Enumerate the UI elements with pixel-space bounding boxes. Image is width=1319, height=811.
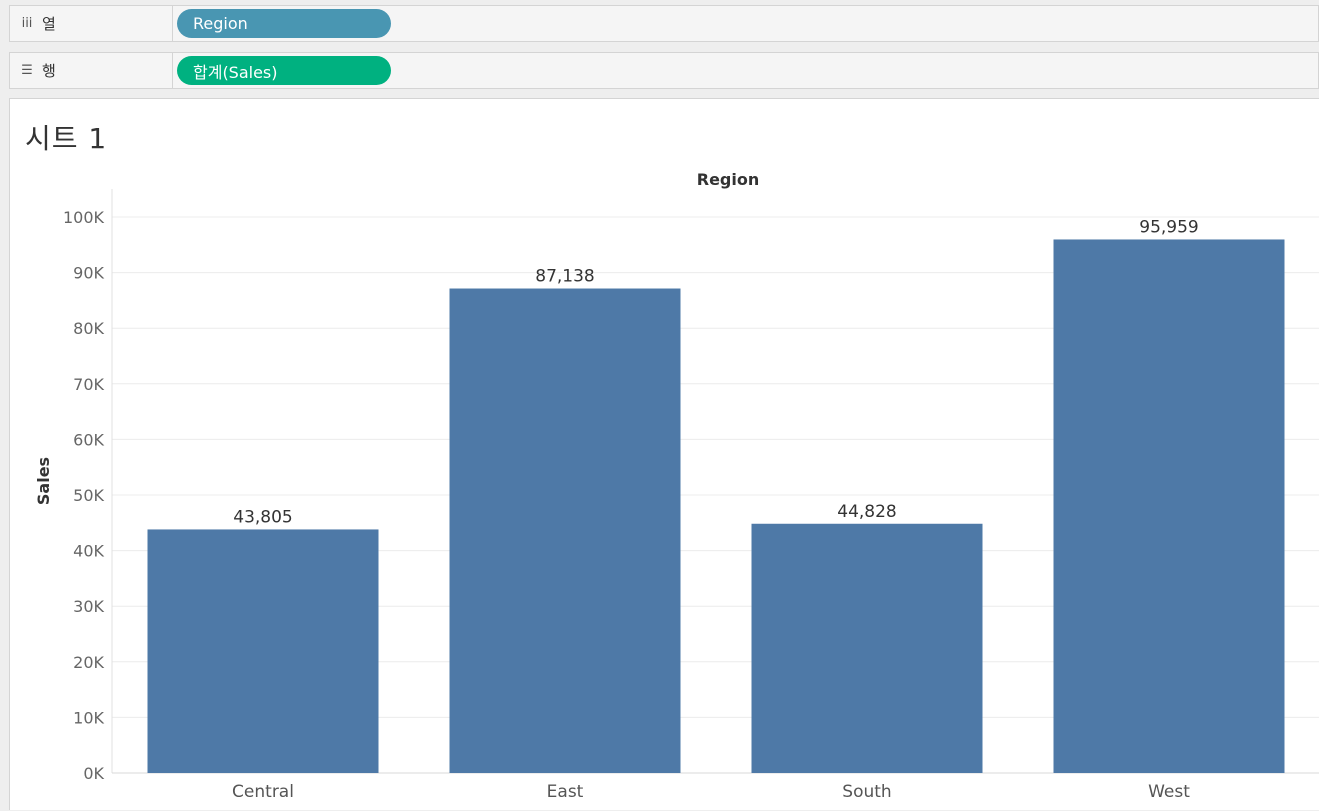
data-label: 44,828 [837, 502, 896, 522]
category-label: South [842, 782, 891, 802]
y-tick-label: 80K [73, 319, 104, 338]
y-tick-label: 60K [73, 430, 104, 449]
bar-south[interactable] [751, 523, 983, 773]
rows-shelf[interactable]: ☰ 행 합계(Sales) [9, 52, 1319, 89]
y-tick-label: 90K [73, 264, 104, 283]
rows-shelf-label: 행 [42, 62, 56, 80]
y-tick-label: 40K [73, 542, 104, 561]
sheet-view: 시트 1 Region 0K 10K 20K 30K 40K 50K 60K 70K 80K 90K… [9, 98, 1319, 810]
bar-chart: Region 0K 10K 20K 30K 40K 50K 60K 70K 80K 90K 100K S… [34, 170, 1319, 802]
y-tick-label: 30K [73, 597, 104, 616]
category-label: West [1148, 782, 1190, 802]
data-label: 43,805 [233, 507, 292, 527]
rows-shelf-label-area: ☰ 행 [10, 53, 173, 88]
y-tick-label: 70K [73, 375, 104, 394]
sheet-title[interactable]: 시트 1 [25, 122, 108, 155]
y-tick-label: 0K [83, 764, 104, 783]
bar-west[interactable] [1053, 239, 1285, 773]
y-tick-label: 100K [63, 208, 105, 227]
columns-shelf[interactable]: iii 열 Region [9, 5, 1319, 42]
region-pill[interactable]: Region [177, 9, 391, 38]
columns-shelf-label-area: iii 열 [10, 6, 173, 41]
y-tick-label: 50K [73, 486, 104, 505]
sum-sales-pill[interactable]: 합계(Sales) [177, 56, 391, 85]
category-label: East [547, 782, 584, 802]
data-label: 87,138 [535, 267, 594, 287]
bar-central[interactable] [147, 529, 379, 773]
columns-shelf-label: 열 [42, 15, 56, 33]
data-label: 95,959 [1139, 217, 1198, 237]
y-tick-label: 20K [73, 653, 104, 672]
bar-east[interactable] [449, 288, 681, 773]
category-label: Central [232, 782, 294, 802]
y-axis-title: Sales [34, 457, 53, 505]
x-axis-title: Region [697, 170, 760, 189]
y-tick-label: 10K [73, 708, 104, 727]
rows-icon: ☰ [21, 63, 33, 78]
columns-icon: iii [21, 16, 33, 31]
